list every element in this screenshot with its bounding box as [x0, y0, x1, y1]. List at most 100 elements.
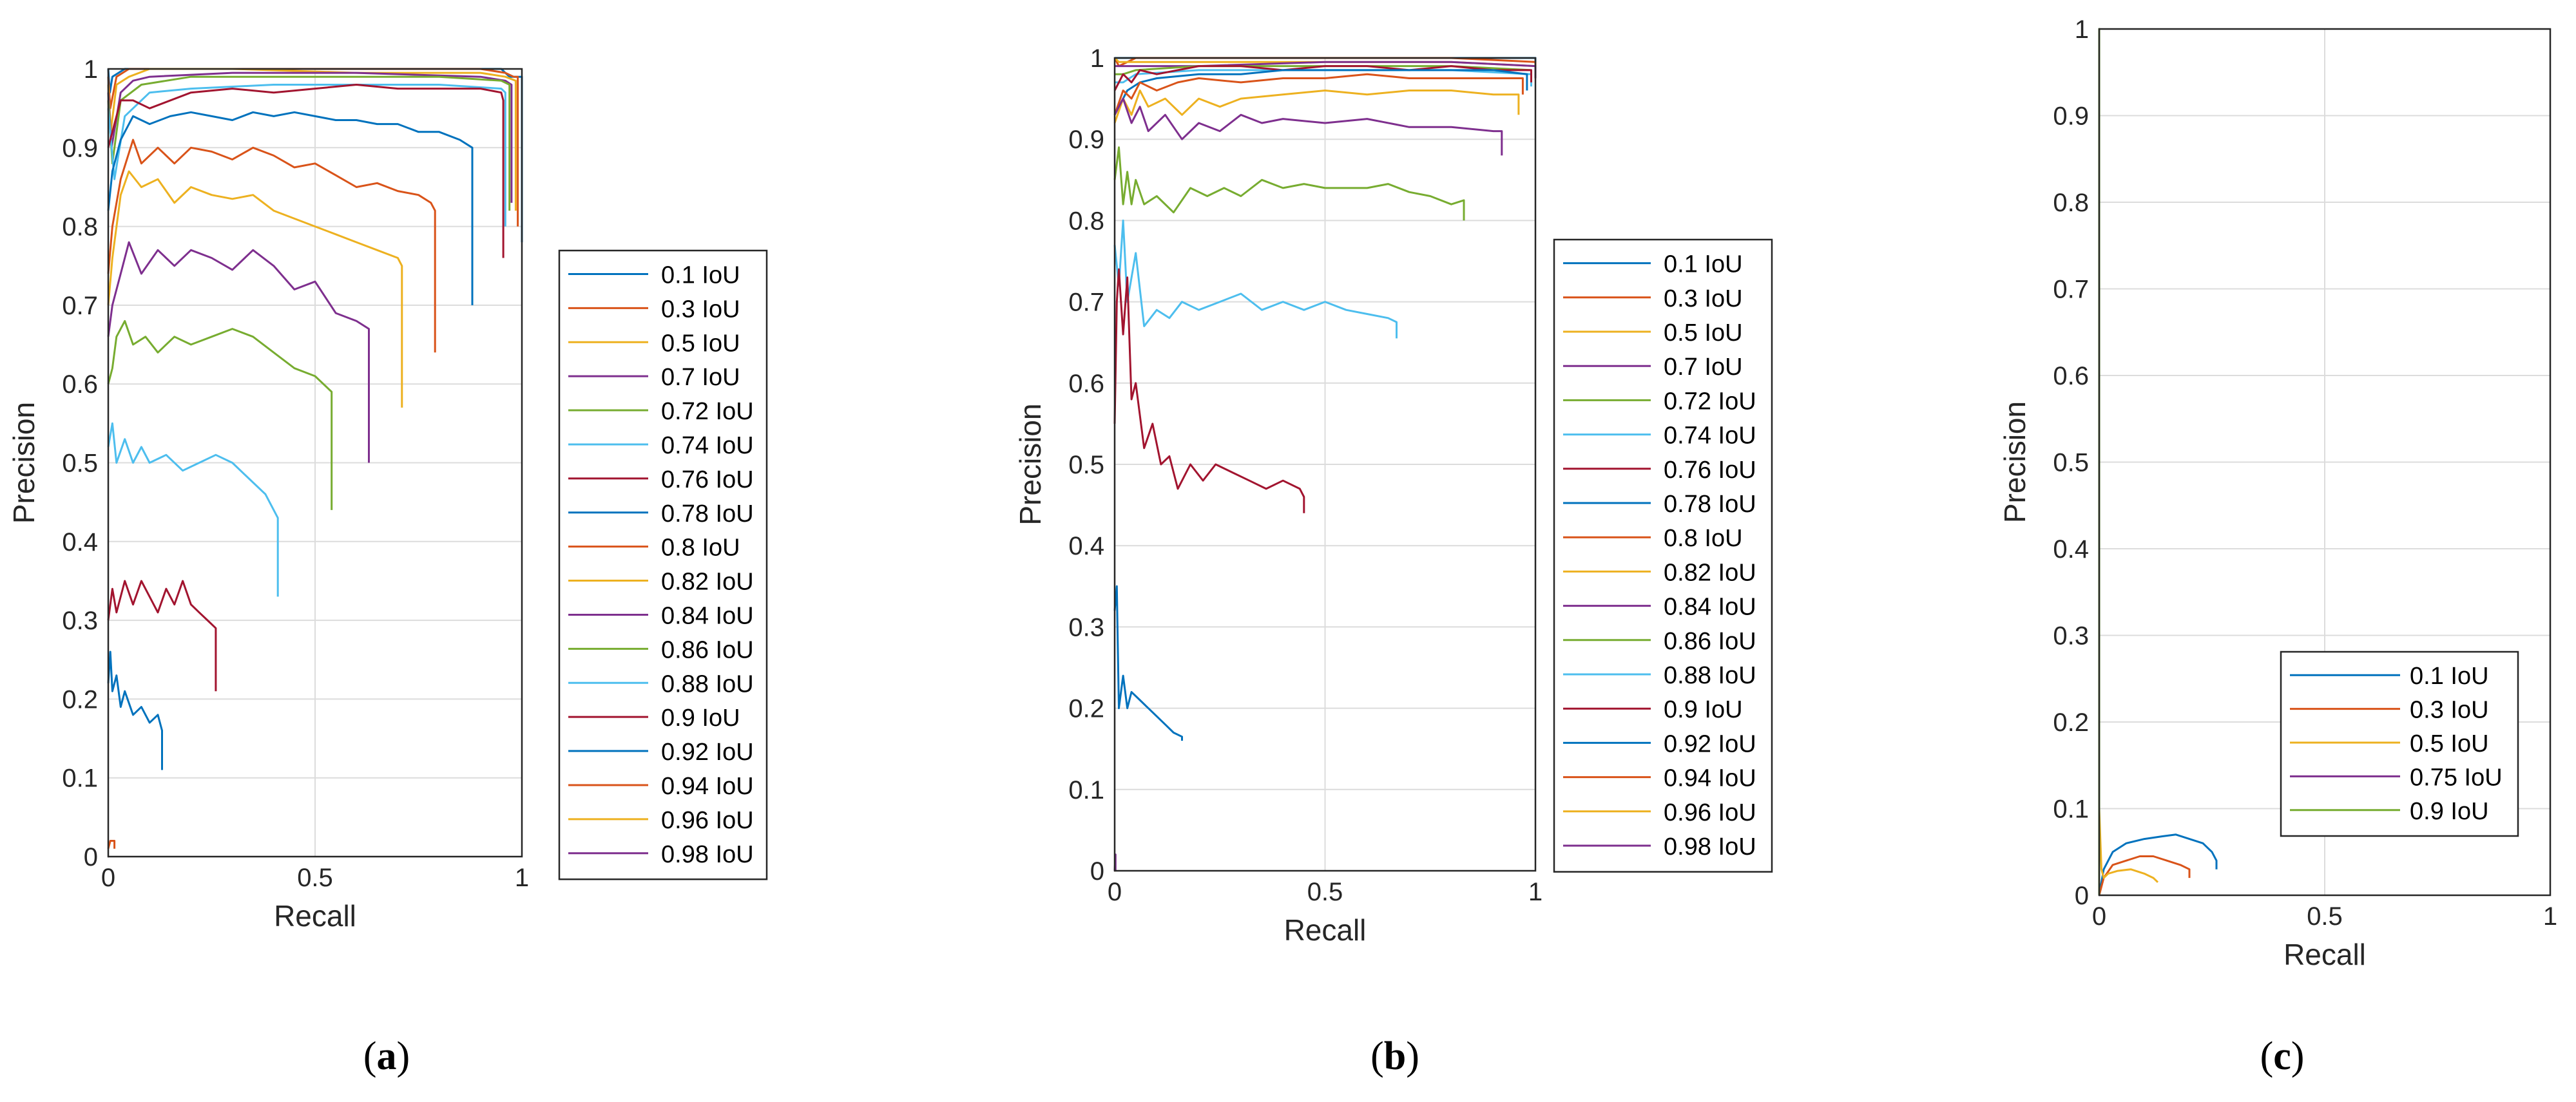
series-line-0-78-iou	[107, 111, 474, 305]
y-tick-label: 1	[1090, 44, 1104, 73]
legend-entry: 0.7 IoU	[661, 364, 740, 391]
axes-box	[2098, 28, 2552, 897]
legend-entry: 0.78 IoU	[661, 500, 754, 527]
legend-entry: 0.86 IoU	[661, 636, 754, 663]
x-tick-label: 1	[2543, 902, 2557, 931]
legend-entry: 0.3 IoU	[1664, 285, 1743, 312]
series-line-0-5-iou	[2098, 808, 2159, 883]
legend-entry: 0.78 IoU	[1664, 491, 1756, 518]
legend-c: 0.1 IoU 0.3 IoU 0.5 IoU 0.75 IoU 0.9 IoU	[2280, 651, 2519, 837]
y-tick-label: 0.3	[62, 607, 98, 635]
legend-box	[1553, 238, 1773, 873]
y-tick-label: 0.5	[62, 450, 98, 478]
series-line-0-9-iou	[107, 580, 217, 692]
y-tick-label: 0	[1090, 857, 1104, 886]
legend-a: 0.1 IoU 0.3 IoU 0.5 IoU 0.7 IoU 0.72 IoU 0.74…	[558, 249, 768, 880]
legend-entry: 0.1 IoU	[661, 261, 740, 289]
chart-caption: (a)	[363, 1034, 410, 1078]
series-line-0-76-iou	[107, 84, 505, 258]
y-tick-label: 1	[84, 55, 98, 84]
legend-entry: 0.94 IoU	[1664, 765, 1756, 792]
y-tick-label: 0	[84, 843, 98, 871]
legend-entry: 0.94 IoU	[661, 773, 754, 800]
series-line-0-88-iou	[107, 422, 279, 597]
legend-entry: 0.9 IoU	[1664, 696, 1743, 723]
y-tick-label: 0.8	[2053, 189, 2089, 217]
series-line-0-1-iou	[2098, 833, 2218, 896]
series-line-0-82-iou	[107, 170, 403, 408]
series-line-0-94-iou	[107, 840, 116, 850]
y-tick-label: 0.8	[62, 213, 98, 242]
y-tick-label: 0.3	[1068, 613, 1104, 641]
x-tick-label: 1	[515, 864, 529, 892]
x-axis-label: Recall	[2283, 938, 2366, 971]
legend-entry: 0.8 IoU	[1664, 525, 1743, 552]
series-line-0-84-iou	[107, 241, 370, 463]
legend-entry: 0.88 IoU	[1664, 662, 1756, 689]
chart-c: 0 0.5 1 0 0.1 0.2 0.3 0.4 0.5 0.6 0.7 0.8 0.9 1 Recall…	[1998, 15, 2557, 1078]
y-tick-label: 0.4	[2053, 535, 2089, 564]
series-line-0-72-iou	[107, 75, 511, 211]
x-tick-label: 0.5	[297, 864, 333, 892]
legend-entry: 0.5 IoU	[661, 330, 740, 357]
axes-box	[107, 68, 523, 858]
legend-entry: 0.1 IoU	[1664, 251, 1743, 278]
x-tick-label: 1	[1528, 878, 1543, 906]
legend-box	[558, 249, 768, 880]
x-tick-label: 0	[101, 864, 115, 892]
legend-entry: 0.96 IoU	[1664, 799, 1756, 826]
series-line-0-3-iou	[2098, 855, 2191, 896]
chart-caption: (c)	[2260, 1034, 2305, 1078]
y-tick-label: 0.5	[2053, 449, 2089, 477]
chart-a: 0 0.5 1 0 0.1 0.2 0.3 0.4 0.5 0.6 0.7 0.8 0.9 1 Recall…	[7, 55, 768, 1078]
series-line-0-9-iou	[1113, 268, 1305, 513]
legend-box	[2280, 651, 2519, 837]
series-line-0-86-iou	[1113, 146, 1465, 221]
y-tick-label: 0	[2075, 882, 2089, 910]
legend-entry: 0.9 IoU	[2410, 798, 2489, 825]
legend-entry: 0.9 IoU	[661, 705, 740, 732]
legend-entry: 0.98 IoU	[661, 841, 754, 868]
y-tick-label: 0.2	[1068, 695, 1104, 723]
series-line-0-78-iou	[1113, 69, 1528, 115]
legend-entry: 0.72 IoU	[661, 398, 754, 425]
legend-b: 0.1 IoU 0.3 IoU 0.5 IoU 0.7 IoU 0.72 IoU 0.74…	[1553, 238, 1773, 873]
legend-entry: 0.74 IoU	[661, 432, 754, 459]
y-tick-label: 0.4	[1068, 532, 1104, 560]
legend-entry: 0.96 IoU	[661, 807, 754, 834]
legend-entry: 0.74 IoU	[1664, 423, 1756, 450]
legend-entry: 0.84 IoU	[661, 602, 754, 629]
legend-entry: 0.82 IoU	[661, 569, 754, 596]
legend-entry: 0.88 IoU	[661, 670, 754, 698]
y-axis-label: Precision	[7, 402, 41, 524]
y-axis-label: Precision	[1998, 401, 2032, 523]
y-tick-label: 0.6	[62, 370, 98, 399]
y-tick-label: 0.9	[62, 134, 98, 162]
y-tick-label: 0.7	[2053, 276, 2089, 304]
chart-caption: (b)	[1370, 1034, 1419, 1078]
legend-entry: 0.1 IoU	[2410, 663, 2489, 690]
legend-entry: 0.7 IoU	[1664, 354, 1743, 381]
legend-entry: 0.84 IoU	[1664, 594, 1756, 621]
legend-entry: 0.8 IoU	[661, 535, 740, 562]
x-tick-label: 0.5	[2307, 902, 2343, 931]
legend-entry: 0.5 IoU	[2410, 730, 2489, 757]
y-tick-label: 0.4	[62, 528, 98, 556]
y-tick-label: 0.8	[1068, 207, 1104, 235]
x-axis-label: Recall	[274, 899, 356, 933]
legend-entry: 0.92 IoU	[1664, 730, 1756, 757]
x-axis-label: Recall	[1284, 913, 1367, 947]
series-line-0-92-iou	[107, 651, 163, 770]
legend-entry: 0.76 IoU	[1664, 457, 1756, 484]
legend-entry: 0.3 IoU	[2410, 697, 2489, 724]
series-line-0-86-iou	[107, 319, 333, 510]
y-tick-label: 0.3	[2053, 622, 2089, 651]
y-tick-label: 0.7	[1068, 289, 1104, 317]
legend-entry: 0.72 IoU	[1664, 388, 1756, 415]
series-line-0-8-iou	[1113, 73, 1524, 115]
x-tick-label: 0	[1108, 878, 1122, 906]
legend-entry: 0.76 IoU	[661, 466, 754, 493]
legend-entry: 0.3 IoU	[661, 296, 740, 323]
legend-entry: 0.5 IoU	[1664, 319, 1743, 347]
